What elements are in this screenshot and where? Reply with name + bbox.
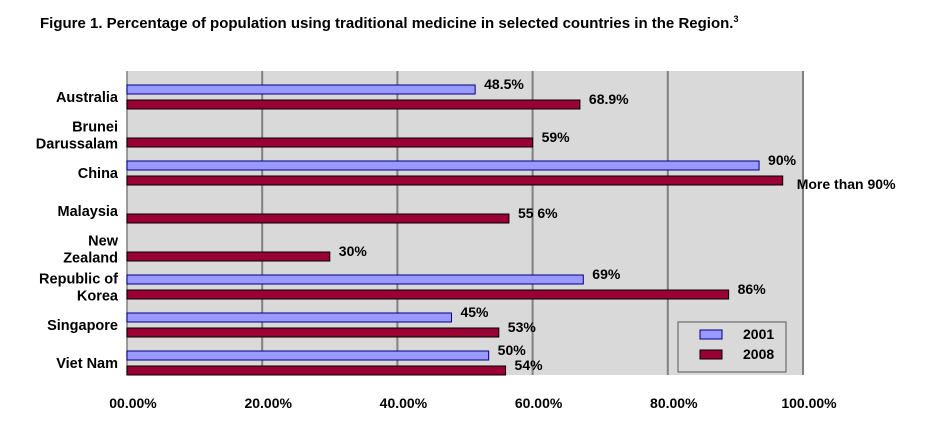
value-label: More than 90%: [797, 176, 896, 192]
category-label: China: [78, 166, 119, 182]
legend-label: 2001: [743, 326, 774, 342]
value-label: 59%: [542, 129, 571, 145]
bar-2008: [126, 251, 331, 262]
value-label: 90%: [768, 152, 797, 168]
value-label: 86%: [738, 281, 767, 297]
value-label: 55 6%: [518, 205, 558, 221]
legend-label: 2008: [743, 346, 774, 362]
bar-2001: [126, 84, 476, 95]
x-tick-label: 80.00%: [650, 395, 698, 411]
bar-2001: [126, 160, 760, 171]
value-label: 48.5%: [484, 76, 524, 92]
category-label: Malaysia: [58, 204, 119, 220]
value-label: 54%: [515, 357, 544, 373]
bar-2001: [126, 274, 584, 285]
value-labels: 48.5% 68.9% 59% 90%More than 90% 55 6% 30% 69%…: [339, 76, 896, 373]
bar-2008: [126, 365, 507, 376]
bars: [126, 84, 784, 376]
x-tick-label: 100.00%: [781, 395, 837, 411]
legend: 2001 2008: [677, 321, 787, 373]
bar-2008: [126, 327, 500, 338]
bar-2001: [126, 350, 490, 361]
category-label: Darussalam: [36, 137, 118, 153]
legend-swatch-2008: [699, 349, 723, 360]
x-tick-labels: 00.00% 20.00% 40.00% 60.00% 80.00% 100.00%: [109, 395, 837, 411]
category-label: Australia: [56, 90, 119, 106]
x-tick-label: 20.00%: [244, 395, 292, 411]
x-tick-label: 00.00%: [109, 395, 157, 411]
legend-box: [677, 321, 787, 373]
bar-2001: [126, 312, 452, 323]
category-label: Viet Nam: [56, 356, 118, 372]
category-label: Singapore: [47, 318, 118, 334]
legend-swatch-2001: [699, 329, 723, 340]
value-label: 53%: [508, 319, 537, 335]
bar-2008: [126, 289, 730, 300]
category-label: New: [88, 234, 119, 250]
bar-2008: [126, 99, 581, 110]
bar-2008: [126, 175, 784, 186]
value-label: 69%: [592, 266, 621, 282]
chart-title: Figure 1. Percentage of population using…: [40, 14, 739, 32]
category-label: Republic of: [39, 272, 118, 288]
value-label: 50%: [498, 342, 527, 358]
value-label: 45%: [460, 304, 489, 320]
category-label: Zealand: [63, 251, 118, 267]
value-label: 68.9%: [589, 91, 629, 107]
title-reference: 3: [733, 14, 739, 24]
bar-2008: [126, 137, 534, 148]
category-label: Brunei: [72, 120, 118, 136]
bar-2008: [126, 213, 510, 224]
category-label: Korea: [77, 289, 119, 305]
x-tick-label: 60.00%: [515, 395, 563, 411]
x-tick-label: 40.00%: [380, 395, 428, 411]
value-label: 30%: [339, 243, 368, 259]
